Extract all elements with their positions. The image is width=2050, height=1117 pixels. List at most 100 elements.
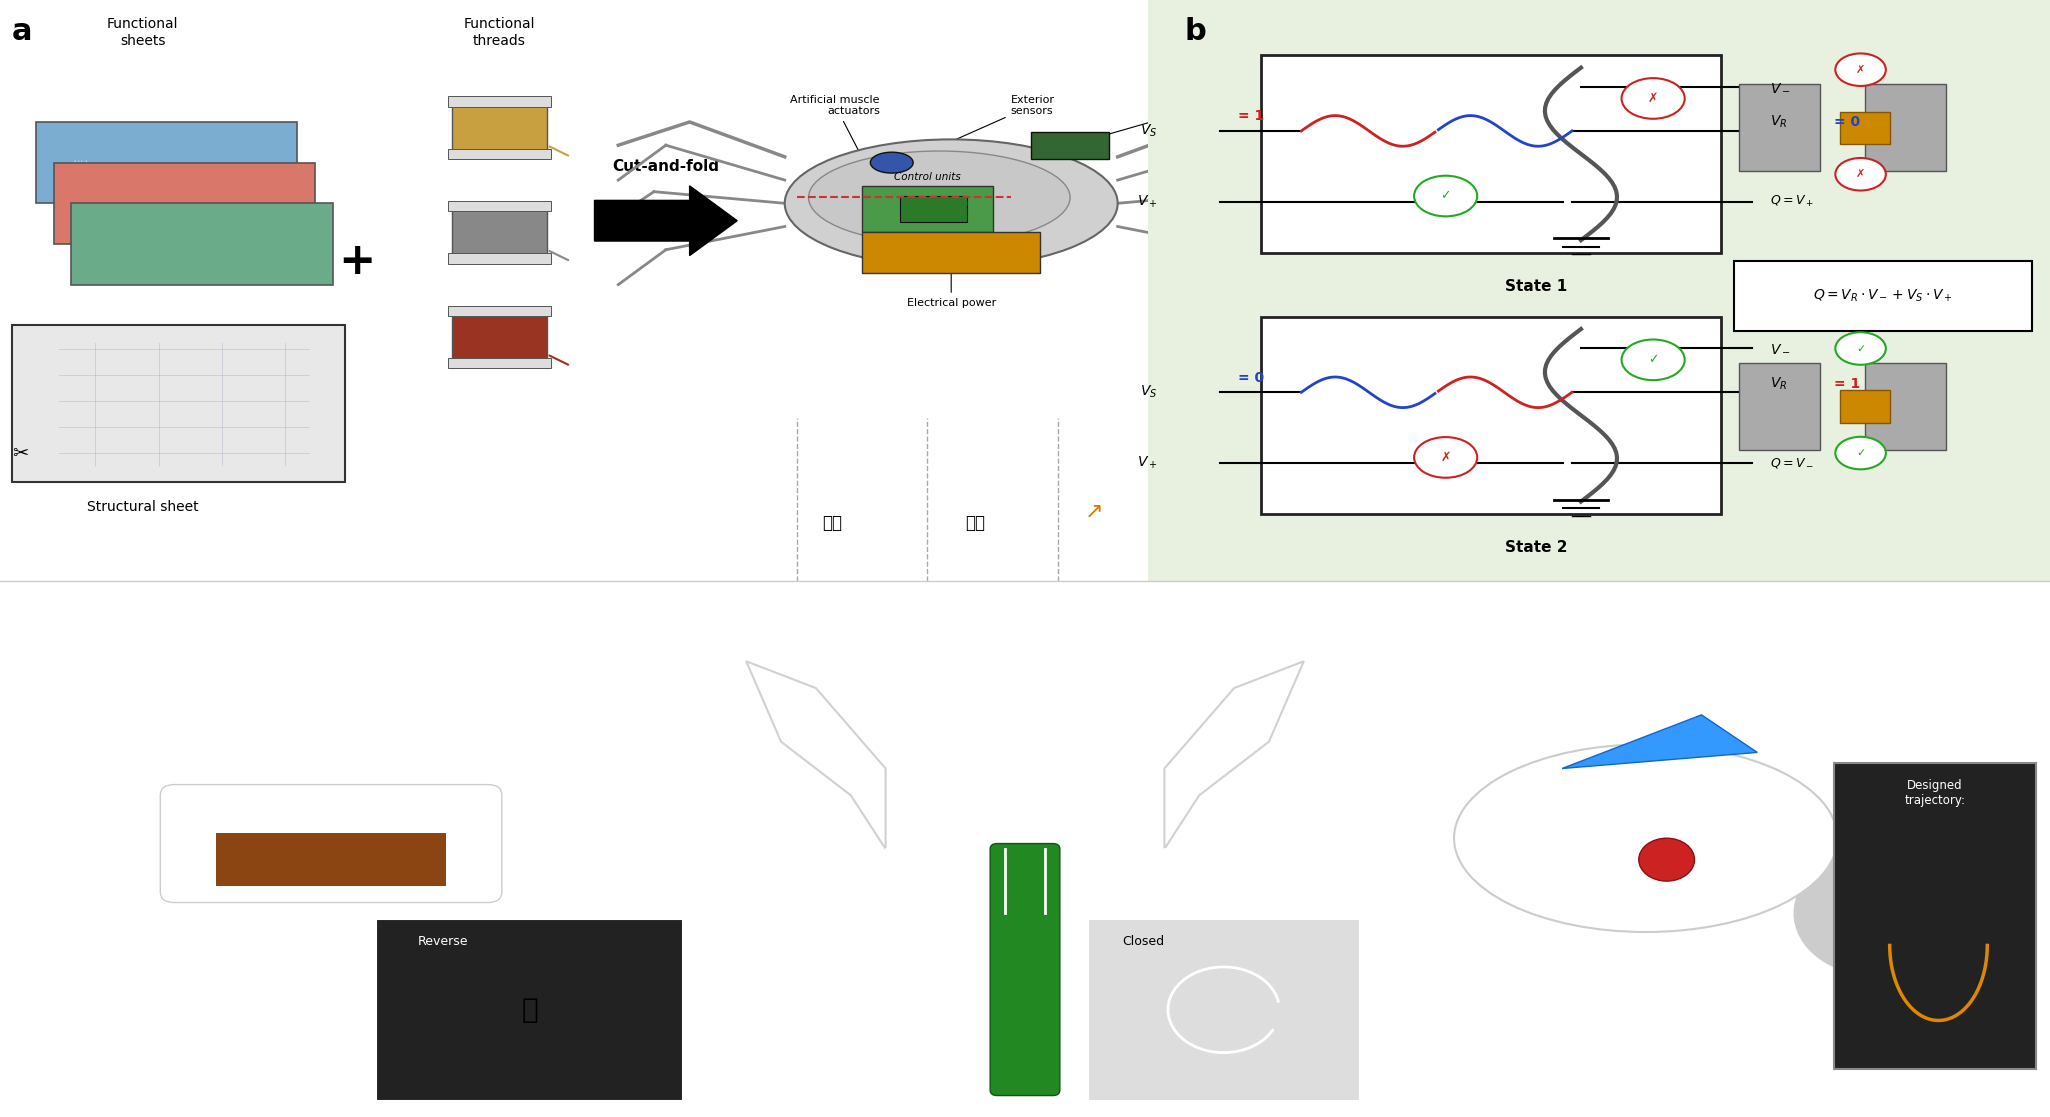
Circle shape <box>1414 175 1478 217</box>
Text: Functional
threads: Functional threads <box>463 18 535 48</box>
Circle shape <box>1414 437 1478 478</box>
Text: Reflexes: Reflexes <box>1074 106 1212 145</box>
FancyBboxPatch shape <box>1261 55 1720 252</box>
FancyBboxPatch shape <box>1866 363 1945 450</box>
Text: ↗: ↗ <box>1084 502 1103 522</box>
Text: ✓: ✓ <box>1441 190 1451 202</box>
FancyBboxPatch shape <box>451 98 547 156</box>
Text: e: e <box>1374 596 1390 621</box>
Text: 2cm: 2cm <box>55 1096 84 1109</box>
FancyBboxPatch shape <box>449 149 551 159</box>
FancyBboxPatch shape <box>1839 112 1890 144</box>
Text: ✗: ✗ <box>1855 170 1866 179</box>
FancyBboxPatch shape <box>449 96 551 107</box>
FancyBboxPatch shape <box>1734 261 2032 331</box>
FancyBboxPatch shape <box>72 203 332 285</box>
Text: ✂: ✂ <box>12 443 29 462</box>
Ellipse shape <box>1453 744 1837 932</box>
Text: $V_S$: $V_S$ <box>1140 384 1156 401</box>
Polygon shape <box>594 185 738 256</box>
Text: Exterior
sensors: Exterior sensors <box>908 95 1054 161</box>
Circle shape <box>1835 54 1886 86</box>
Text: State 1: State 1 <box>1505 279 1566 294</box>
Text: State 2: State 2 <box>1505 541 1566 555</box>
Text: 🦀: 🦀 <box>521 995 537 1024</box>
FancyBboxPatch shape <box>1839 390 1890 423</box>
Text: $Q = V_+$: $Q = V_+$ <box>1771 194 1814 209</box>
Text: ✗: ✗ <box>1648 92 1658 105</box>
Circle shape <box>1835 157 1886 191</box>
FancyBboxPatch shape <box>451 308 547 366</box>
Text: b: b <box>1185 18 1205 47</box>
Text: = 0: = 0 <box>1238 371 1265 384</box>
FancyBboxPatch shape <box>449 306 551 316</box>
FancyBboxPatch shape <box>861 185 992 232</box>
Text: $V_R$: $V_R$ <box>1771 375 1788 392</box>
Text: $Q = V_R \cdot V_- + V_S \cdot V_+$: $Q = V_R \cdot V_- + V_S \cdot V_+$ <box>1814 288 1954 305</box>
Polygon shape <box>1562 715 1757 768</box>
Text: Reverse: Reverse <box>418 935 469 947</box>
Text: = 1: = 1 <box>1833 376 1859 391</box>
Circle shape <box>1622 340 1685 380</box>
Text: ⋏⋎⋏: ⋏⋎⋏ <box>72 159 90 168</box>
Text: 2cm: 2cm <box>1408 1096 1437 1109</box>
FancyBboxPatch shape <box>215 833 447 887</box>
Text: Flytrap-inspired prey-catching robot: Flytrap-inspired prey-catching robot <box>761 596 1084 615</box>
Text: ✓: ✓ <box>1855 448 1866 458</box>
Text: = 1: = 1 <box>1238 109 1265 123</box>
Text: Structural sheet: Structural sheet <box>86 499 199 514</box>
Text: ✓: ✓ <box>1648 353 1658 366</box>
FancyBboxPatch shape <box>1738 84 1820 171</box>
Text: ✗: ✗ <box>1855 65 1866 75</box>
Text: ⋏⋎⋏: ⋏⋎⋏ <box>107 239 125 248</box>
Text: $V_R$: $V_R$ <box>1771 114 1788 131</box>
FancyBboxPatch shape <box>900 195 968 222</box>
FancyBboxPatch shape <box>861 232 1039 273</box>
FancyBboxPatch shape <box>160 784 502 903</box>
FancyBboxPatch shape <box>1866 84 1945 171</box>
FancyBboxPatch shape <box>449 357 551 369</box>
Circle shape <box>1835 437 1886 469</box>
Circle shape <box>1835 332 1886 365</box>
Text: ✗: ✗ <box>1441 451 1451 464</box>
Text: $V_-$: $V_-$ <box>1771 79 1792 94</box>
Text: 2cm: 2cm <box>732 1096 761 1109</box>
Text: Cut-and-fold: Cut-and-fold <box>613 160 720 174</box>
Text: $V_+$: $V_+$ <box>1136 455 1156 471</box>
Text: Untethered self-reversing legged robot: Untethered self-reversing legged robot <box>84 596 435 615</box>
FancyBboxPatch shape <box>35 122 297 203</box>
Text: Electrical power: Electrical power <box>906 257 996 308</box>
Circle shape <box>1792 849 1960 977</box>
FancyBboxPatch shape <box>1261 316 1720 514</box>
FancyBboxPatch shape <box>53 163 316 244</box>
Text: $V_S$: $V_S$ <box>1140 123 1156 140</box>
Text: Closed: Closed <box>1123 935 1164 947</box>
Text: $V_-$: $V_-$ <box>1771 341 1792 355</box>
FancyBboxPatch shape <box>451 203 547 261</box>
FancyBboxPatch shape <box>1835 763 2036 1069</box>
Text: Functional
sheets: Functional sheets <box>107 18 178 48</box>
Text: 🦀📡: 🦀📡 <box>822 514 843 532</box>
FancyBboxPatch shape <box>1089 918 1359 1101</box>
Text: Actuator: Actuator <box>1332 69 1603 98</box>
Text: ⋏⋎⋏: ⋏⋎⋏ <box>90 199 107 208</box>
Ellipse shape <box>808 151 1070 244</box>
Text: +: + <box>338 240 375 283</box>
FancyBboxPatch shape <box>12 325 344 483</box>
Text: c: c <box>20 596 35 621</box>
FancyBboxPatch shape <box>377 918 683 1101</box>
Text: = 0: = 0 <box>1833 115 1859 130</box>
Text: Designed
trajectory:: Designed trajectory: <box>1904 780 1966 808</box>
Polygon shape <box>746 661 886 849</box>
Circle shape <box>1638 838 1695 881</box>
Text: Bistable
beam: Bistable beam <box>1441 125 1486 146</box>
FancyBboxPatch shape <box>1140 0 2050 586</box>
FancyBboxPatch shape <box>1738 363 1820 450</box>
Text: a: a <box>12 18 33 47</box>
FancyBboxPatch shape <box>1031 132 1109 159</box>
Text: 🦀📡: 🦀📡 <box>966 514 984 532</box>
Text: ✓: ✓ <box>1855 344 1866 353</box>
Polygon shape <box>1164 661 1304 849</box>
Ellipse shape <box>785 140 1117 267</box>
Circle shape <box>871 152 912 173</box>
